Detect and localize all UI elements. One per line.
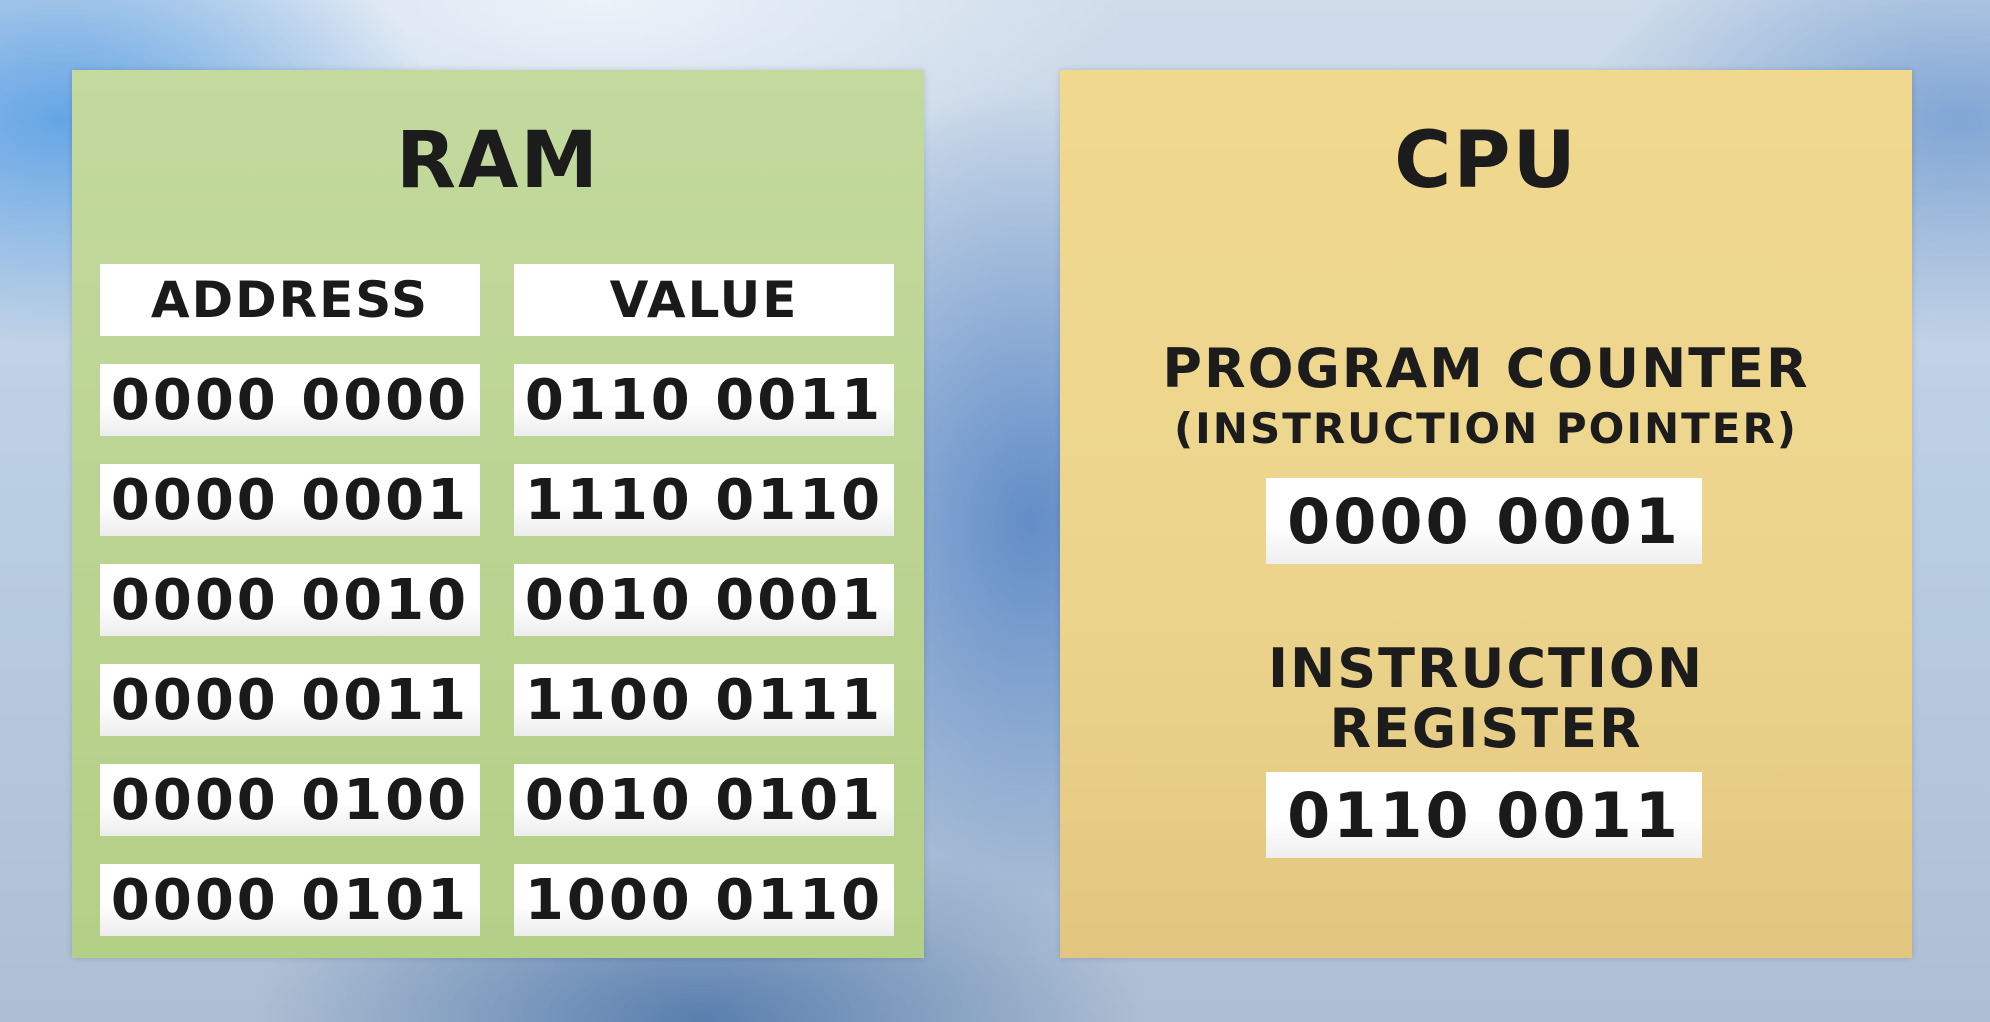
program-counter-sublabel: (INSTRUCTION POINTER) <box>1173 404 1799 453</box>
value-header: VALUE <box>514 264 894 336</box>
address-header: ADDRESS <box>100 264 480 336</box>
address-cell: 0000 0001 <box>100 464 480 536</box>
address-cell: 0000 0000 <box>100 364 480 436</box>
instruction-register-label-line2: REGISTER <box>1329 697 1643 760</box>
ram-table: ADDRESS VALUE 0000 0000 0110 0011 0000 0… <box>100 264 894 936</box>
address-cell: 0000 0100 <box>100 764 480 836</box>
value-cell: 1000 0110 <box>514 864 894 936</box>
value-cell: 0010 0101 <box>514 764 894 836</box>
cpu-panel: CPU PROGRAM COUNTER (INSTRUCTION POINTER… <box>1060 70 1912 958</box>
value-cell: 1100 0111 <box>514 664 894 736</box>
value-cell: 1110 0110 <box>514 464 894 536</box>
address-cell: 0000 0010 <box>100 564 480 636</box>
instruction-register-label-line1: INSTRUCTION <box>1267 637 1705 700</box>
value-cell: 0110 0011 <box>514 364 894 436</box>
instruction-register-value: 0110 0011 <box>1266 772 1702 858</box>
address-cell: 0000 0011 <box>100 664 480 736</box>
ram-title: RAM <box>395 116 601 206</box>
program-counter-label: PROGRAM COUNTER <box>1162 337 1810 400</box>
address-cell: 0000 0101 <box>100 864 480 936</box>
value-cell: 0010 0001 <box>514 564 894 636</box>
ram-panel: RAM ADDRESS VALUE 0000 0000 0110 0011 00… <box>72 70 924 958</box>
cpu-title: CPU <box>1394 116 1578 206</box>
program-counter-value: 0000 0001 <box>1266 478 1702 564</box>
